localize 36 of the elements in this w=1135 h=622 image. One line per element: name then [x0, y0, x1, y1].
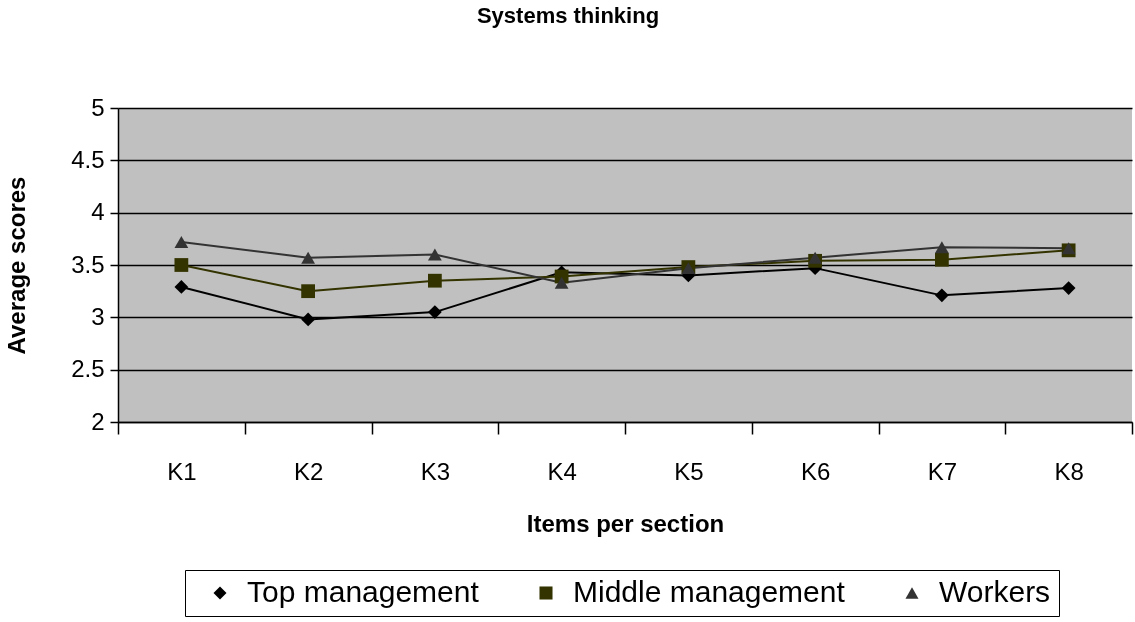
y-tick-label: 3.5 — [71, 250, 105, 278]
x-tick-label: K8 — [1054, 457, 1084, 485]
y-tick-label: 4.5 — [71, 145, 105, 173]
point — [934, 241, 949, 254]
point — [554, 276, 569, 289]
y-tick-label: 2 — [91, 407, 105, 435]
y-tick-label: 2.5 — [71, 355, 105, 383]
x-tick-label: K2 — [293, 457, 324, 485]
y-axis-title: Average scores — [3, 176, 31, 355]
y-tick-label: 5 — [91, 93, 105, 121]
point — [301, 251, 316, 264]
point — [174, 258, 189, 272]
point — [1061, 281, 1076, 295]
point — [427, 248, 442, 261]
x-tick-label: K7 — [927, 457, 958, 485]
point — [808, 251, 823, 264]
x-tick-label: K1 — [167, 457, 197, 485]
point — [301, 284, 316, 299]
point — [174, 236, 189, 248]
x-tick-label: K6 — [800, 457, 831, 485]
point — [174, 280, 189, 294]
y-tick-label: 3 — [91, 302, 105, 330]
point — [427, 273, 442, 288]
chart-title: Systems thinking — [476, 3, 660, 28]
legend-label: Middle management — [573, 575, 846, 608]
point — [934, 252, 949, 267]
point — [301, 312, 316, 327]
x-axis-title: Items per section — [526, 509, 725, 537]
x-tick-label: K5 — [674, 457, 704, 485]
point — [934, 288, 949, 303]
legend-label: Top management — [247, 575, 480, 608]
x-tick-label: K4 — [547, 457, 577, 485]
x-tick-label: K3 — [420, 457, 451, 485]
y-tick-label: 4 — [91, 198, 105, 226]
legend-label: Workers — [939, 575, 1051, 608]
point — [427, 305, 442, 319]
